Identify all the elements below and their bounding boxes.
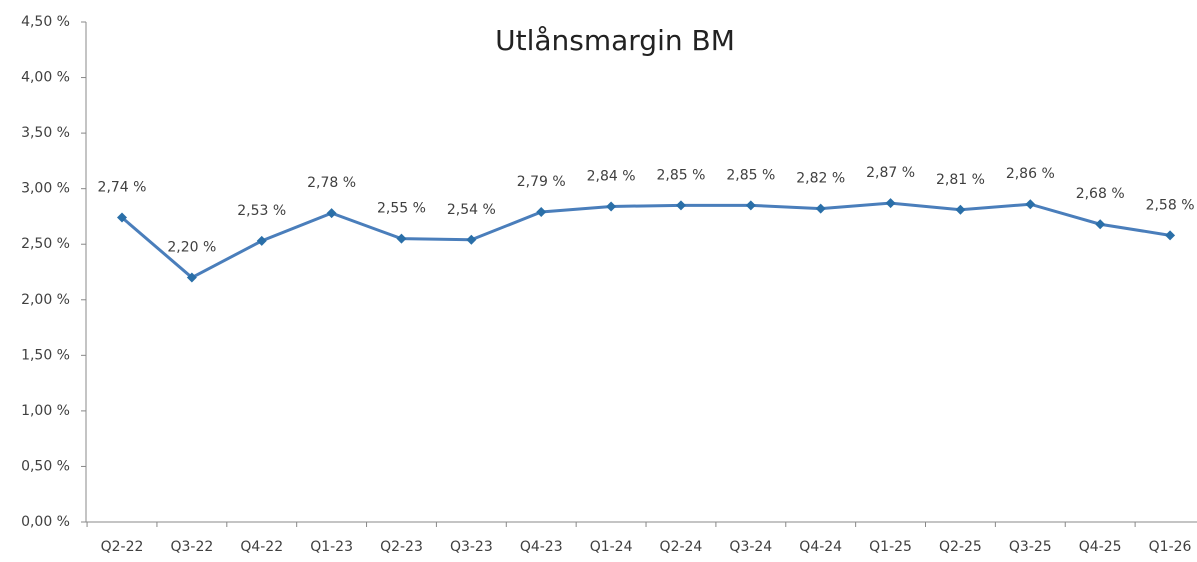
point (466, 234, 477, 245)
data-label: 2,53 % (237, 203, 286, 219)
x-tick-label: Q3-23 (450, 539, 493, 555)
x-tick-label: Q2-22 (101, 539, 144, 555)
x-tick-label: Q3-22 (170, 539, 213, 555)
data-label: 2,85 % (726, 167, 775, 183)
point (675, 200, 686, 211)
data-label: 2,86 % (1006, 166, 1055, 182)
data-label: 2,87 % (866, 165, 915, 181)
y-tick-label: 4,50 % (21, 14, 70, 30)
x-tick-label: Q3-25 (1009, 539, 1052, 555)
data-label: 2,81 % (936, 172, 985, 188)
x-tick-label: Q4-22 (240, 539, 283, 555)
y-tick-label: 2,50 % (21, 236, 70, 252)
data-label: 2,84 % (587, 168, 636, 184)
data-label: 2,55 % (377, 201, 426, 217)
y-tick-label: 3,50 % (21, 125, 70, 141)
point (1165, 230, 1176, 241)
point (256, 235, 267, 246)
point (606, 201, 617, 212)
chart-title: Utlånsmargin BM (495, 24, 735, 57)
x-tick-label: Q1-24 (590, 539, 633, 555)
data-label: 2,58 % (1146, 197, 1195, 213)
point (1095, 219, 1106, 230)
point (815, 203, 826, 214)
point (745, 200, 756, 211)
data-label: 2,79 % (517, 174, 566, 190)
y-tick-label: 3,00 % (21, 181, 70, 197)
y-tick-label: 4,00 % (21, 70, 70, 86)
point (326, 208, 337, 219)
y-tick-label: 1,50 % (21, 347, 70, 363)
y-tick-label: 2,00 % (21, 292, 70, 308)
x-tick-label: Q1-23 (310, 539, 353, 555)
x-tick-label: Q2-23 (380, 539, 423, 555)
point (955, 204, 966, 215)
data-label: 2,68 % (1076, 186, 1125, 202)
x-tick-label: Q2-25 (939, 539, 982, 555)
y-tick-label: 0,50 % (21, 458, 70, 474)
x-tick-label: Q4-24 (799, 539, 842, 555)
series-line (121, 201, 1171, 280)
point (396, 233, 407, 244)
point (186, 272, 197, 283)
x-tick-label: Q4-25 (1079, 539, 1122, 555)
x-tick-label: Q3-24 (729, 539, 772, 555)
x-tick-label: Q2-24 (660, 539, 703, 555)
point (1025, 199, 1036, 210)
data-label: 2,54 % (447, 202, 496, 218)
x-tick-label: Q1-25 (869, 539, 912, 555)
x-tick-label: Q1-26 (1149, 539, 1192, 555)
y-tick-label: 1,00 % (21, 403, 70, 419)
x-tick-label: Q4-23 (520, 539, 563, 555)
point (885, 198, 896, 209)
data-label: 2,85 % (656, 167, 705, 183)
point (536, 207, 547, 217)
data-label: 2,82 % (796, 171, 845, 187)
data-label: 2,20 % (167, 240, 216, 256)
y-tick-label: 0,00 % (21, 514, 70, 530)
point (117, 212, 127, 223)
data-label: 2,78 % (307, 175, 356, 191)
data-label: 2,74 % (98, 180, 147, 196)
